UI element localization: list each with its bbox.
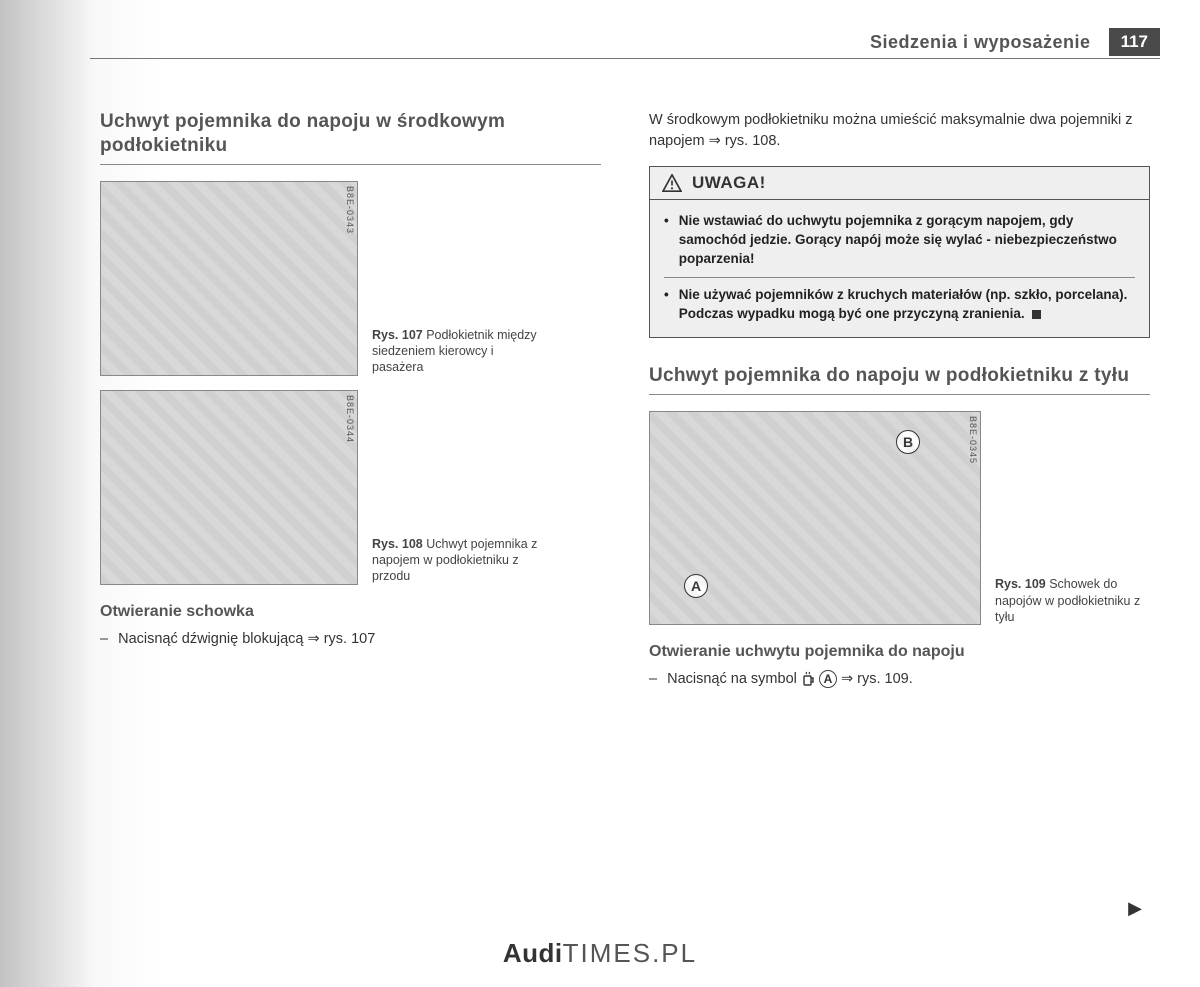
- warning-item-2: • Nie używać pojemników z kruchych mater…: [664, 277, 1135, 328]
- warning-box: UWAGA! • Nie wstawiać do uchwytu pojemni…: [649, 166, 1150, 338]
- figure-109-callout-a: A: [684, 574, 708, 598]
- bullet-icon: •: [664, 286, 669, 324]
- bullet-icon: •: [664, 212, 669, 269]
- section-title: Siedzenia i wyposażenie: [870, 32, 1091, 53]
- warning-item-1-text: Nie wstawiać do uchwytu pojemnika z gorą…: [679, 212, 1135, 269]
- header-rule: [90, 58, 1160, 59]
- left-column: Uchwyt pojemnika do napoju w środkowym p…: [100, 110, 601, 917]
- left-step-text: Nacisnąć dźwignię blokującą ⇒ rys. 107: [118, 631, 375, 647]
- page-number: 117: [1109, 28, 1160, 56]
- warning-item-2-text: Nie używać pojemników z kruchych materia…: [679, 287, 1128, 321]
- right-intro-text: W środkowym podłokietniku można umieścić…: [649, 110, 1150, 152]
- page-header: Siedzenia i wyposażenie 117: [870, 28, 1160, 56]
- figure-107-image: B8E-0343: [100, 181, 358, 376]
- dash-marker: –: [649, 671, 657, 687]
- cup-icon: [801, 671, 815, 687]
- figure-107-caption-lead: Rys. 107: [372, 328, 423, 342]
- end-square-icon: [1032, 310, 1041, 319]
- figure-108-image: B8E-0344: [100, 390, 358, 585]
- continue-arrow-icon: ▶: [1128, 898, 1142, 919]
- figure-107-caption: Rys. 107 Podłokietnik między siedzeniem …: [372, 327, 542, 376]
- figure-109-image: B8E-0345 A B: [649, 411, 981, 625]
- right-section-heading: Uchwyt pojemnika do napoju w podłokietni…: [649, 364, 1150, 395]
- figure-107-row: B8E-0343 Rys. 107 Podłokietnik między si…: [100, 181, 601, 376]
- footer-brand-bold: Audi: [503, 938, 563, 968]
- content-area: Uchwyt pojemnika do napoju w środkowym p…: [100, 110, 1150, 917]
- right-step-post: ⇒ rys. 109.: [841, 671, 913, 687]
- left-subhead: Otwieranie schowka: [100, 603, 601, 621]
- figure-109-callout-b: B: [896, 430, 920, 454]
- figure-108-code: B8E-0344: [345, 395, 355, 443]
- right-column: W środkowym podłokietniku można umieścić…: [649, 110, 1150, 917]
- footer-brand-thin: TIMES.PL: [563, 938, 697, 968]
- figure-108-row: B8E-0344 Rys. 108 Uchwyt pojemnika z nap…: [100, 390, 601, 585]
- right-step-line: – Nacisnąć na symbol A ⇒ rys. 109.: [649, 669, 1150, 690]
- figure-109-row: B8E-0345 A B Rys. 109 Schowek do napojów…: [649, 411, 1150, 625]
- figure-109-caption: Rys. 109 Schowek do napojów w podłokietn…: [995, 576, 1150, 625]
- warning-body: • Nie wstawiać do uchwytu pojemnika z go…: [650, 200, 1149, 337]
- figure-107-code: B8E-0343: [345, 186, 355, 234]
- left-section-heading: Uchwyt pojemnika do napoju w środkowym p…: [100, 110, 601, 165]
- figure-108-caption: Rys. 108 Uchwyt pojemnika z napojem w po…: [372, 536, 542, 585]
- figure-109-caption-lead: Rys. 109: [995, 577, 1046, 591]
- warning-header: UWAGA!: [650, 167, 1149, 200]
- warning-item-1: • Nie wstawiać do uchwytu pojemnika z go…: [664, 208, 1135, 273]
- footer-watermark: AudiTIMES.PL: [0, 938, 1200, 969]
- right-step-pre: Nacisnąć na symbol: [667, 671, 797, 687]
- figure-109-code: B8E-0345: [968, 416, 978, 464]
- figure-108-caption-lead: Rys. 108: [372, 537, 423, 551]
- right-subhead: Otwieranie uchwytu pojemnika do napoju: [649, 643, 1150, 661]
- warning-label: UWAGA!: [692, 173, 766, 193]
- circled-a-label: A: [819, 670, 837, 688]
- dash-marker: –: [100, 631, 108, 647]
- warning-icon: [662, 174, 682, 192]
- left-step-line: – Nacisnąć dźwignię blokującą ⇒ rys. 107: [100, 629, 601, 650]
